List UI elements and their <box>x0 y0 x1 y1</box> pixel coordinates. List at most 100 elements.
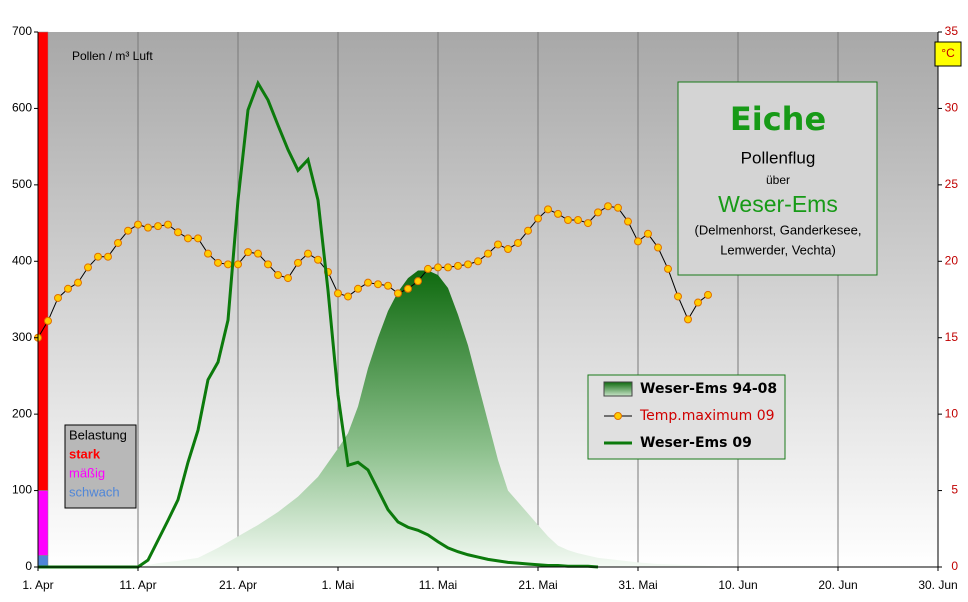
marker <box>64 284 72 293</box>
legend: Weser-Ems 94-08 Temp.maximum 09 Weser-Ems … <box>587 374 786 460</box>
marker <box>84 263 92 272</box>
info-line: (Delmenhorst, Ganderkesee, <box>695 222 862 237</box>
marker <box>494 240 502 249</box>
marker <box>384 281 392 290</box>
belastung-level: mäßig <box>69 465 105 480</box>
marker <box>584 219 592 228</box>
marker <box>44 316 52 325</box>
marker <box>554 209 562 218</box>
y-tick-label: 0 <box>25 559 32 573</box>
y2-tick-label: 20 <box>945 253 959 267</box>
belastung-band <box>37 31 49 491</box>
info-region: Weser-Ems <box>718 191 838 217</box>
marker <box>484 249 492 258</box>
marker <box>104 252 112 261</box>
marker <box>134 220 142 229</box>
x-tick-label: 1. Mai <box>322 578 355 592</box>
belastung-level: schwach <box>69 484 120 499</box>
x-tick-label: 20. Jun <box>818 578 857 592</box>
y-tick-label: 500 <box>12 177 32 191</box>
marker <box>144 223 152 232</box>
y2-tick-label: 30 <box>945 101 959 115</box>
marker <box>534 214 542 223</box>
marker <box>364 278 372 287</box>
marker <box>254 249 262 258</box>
y-tick-label: 700 <box>12 24 32 38</box>
marker <box>564 216 572 225</box>
legend-label: Weser-Ems 09 <box>640 435 752 451</box>
marker <box>114 238 122 247</box>
y-tick-label: 300 <box>12 330 32 344</box>
marker <box>124 226 132 235</box>
marker <box>644 229 652 238</box>
y2-tick-label: 15 <box>945 330 959 344</box>
info-frame <box>677 81 878 276</box>
marker <box>344 292 352 301</box>
x-tick-label: 21. Mai <box>518 578 557 592</box>
y2-axis-label: °C <box>941 46 955 60</box>
marker <box>194 234 202 243</box>
marker <box>154 222 162 231</box>
marker <box>544 205 552 214</box>
marker <box>354 284 362 293</box>
marker <box>174 228 182 237</box>
belastung-level: stark <box>69 446 101 461</box>
marker <box>454 261 462 270</box>
marker <box>604 202 612 211</box>
legend-swatch <box>603 381 633 397</box>
y2-tick-label: 35 <box>945 24 959 38</box>
marker <box>524 226 532 235</box>
marker <box>614 203 622 212</box>
info-line: über <box>766 173 790 187</box>
marker <box>234 260 242 269</box>
marker <box>594 208 602 217</box>
marker <box>294 258 302 267</box>
y-tick-label: 100 <box>12 483 32 497</box>
belastung-legend: Belastung stark mäßig schwach <box>64 424 137 509</box>
marker <box>464 260 472 269</box>
marker <box>674 292 682 301</box>
marker <box>284 274 292 283</box>
x-tick-label: 10. Jun <box>718 578 757 592</box>
marker <box>404 284 412 293</box>
y-tick-label: 400 <box>12 253 32 267</box>
marker <box>224 260 232 269</box>
y2-label-box <box>934 41 962 67</box>
marker <box>394 289 402 298</box>
marker <box>314 255 322 264</box>
marker <box>684 315 692 324</box>
marker <box>694 298 702 307</box>
marker <box>414 277 422 286</box>
marker <box>244 248 252 257</box>
x-tick-label: 11. Apr <box>119 578 156 592</box>
y-tick-label: 600 <box>12 101 32 115</box>
marker <box>204 249 212 258</box>
x-tick-label: 1. Apr <box>22 578 53 592</box>
y2-tick-label: 5 <box>951 483 958 497</box>
marker <box>94 252 102 261</box>
marker <box>624 217 632 226</box>
marker <box>334 289 342 298</box>
y-axis-label: Pollen / m³ Luft <box>72 49 153 63</box>
marker <box>704 290 712 299</box>
info-line: Lemwerder, Vechta) <box>720 242 836 257</box>
marker <box>424 264 432 273</box>
belastung-band <box>37 490 49 556</box>
marker <box>664 264 672 273</box>
marker <box>74 278 82 287</box>
marker <box>274 271 282 280</box>
marker <box>434 263 442 272</box>
legend-label: Weser-Ems 94-08 <box>640 381 777 397</box>
marker <box>654 243 662 252</box>
y-tick-label: 200 <box>12 406 32 420</box>
info-line: Pollenflug <box>741 148 816 167</box>
marker <box>184 234 192 243</box>
marker <box>514 238 522 247</box>
x-tick-label: 21. Apr <box>219 578 257 592</box>
line <box>38 79 599 569</box>
y2-tick-label: 25 <box>945 177 959 191</box>
marker <box>504 245 512 254</box>
marker <box>474 257 482 266</box>
marker <box>374 280 382 289</box>
